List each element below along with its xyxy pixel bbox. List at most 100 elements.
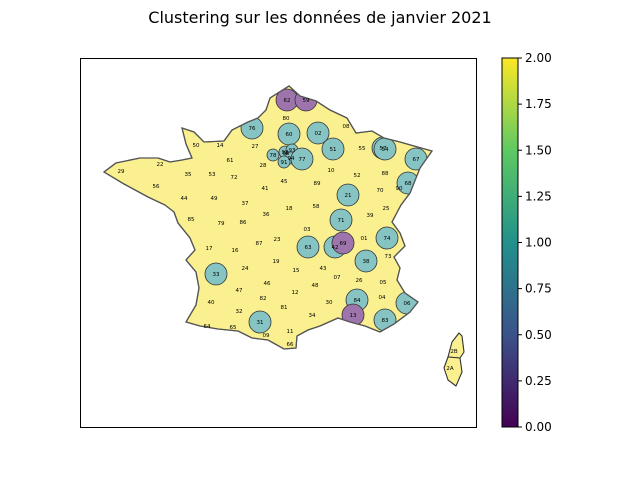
department-label-67: 67 xyxy=(413,157,420,163)
department-label-09: 09 xyxy=(263,333,270,339)
department-label-11: 11 xyxy=(287,329,294,335)
department-33 xyxy=(204,262,228,286)
department-label-57: 57 xyxy=(380,146,387,152)
colorbar-tick-label: 2.00 xyxy=(525,51,552,65)
department-label-45: 45 xyxy=(281,179,288,185)
department-label-94: 94 xyxy=(288,156,295,162)
colorbar-tick-label: 0.25 xyxy=(525,374,552,388)
department-label-21: 21 xyxy=(345,193,352,199)
department-label-39: 39 xyxy=(367,213,374,219)
department-label-65: 65 xyxy=(230,325,237,331)
department-label-78: 78 xyxy=(270,153,277,159)
chart-title: Clustering sur les données de janvier 20… xyxy=(148,8,492,27)
department-label-12: 12 xyxy=(292,290,299,296)
department-label-41: 41 xyxy=(262,186,269,192)
department-label-44: 44 xyxy=(181,196,188,202)
department-label-13: 13 xyxy=(350,313,357,319)
department-label-48: 48 xyxy=(312,283,319,289)
department-label-30: 30 xyxy=(326,300,333,306)
department-label-53: 53 xyxy=(209,172,216,178)
colorbar-tick-label: 1.50 xyxy=(525,143,552,157)
colorbar-tick-label: 0.50 xyxy=(525,328,552,342)
department-label-02: 02 xyxy=(315,131,322,137)
colorbar: 0.00 0.25 0.50 0.75 1.00 1.25 1.50 1.75 2.00 xyxy=(501,51,552,434)
department-label-26: 26 xyxy=(356,278,363,284)
department-label-29: 29 xyxy=(118,169,125,175)
department-label-95: 95 xyxy=(283,151,290,157)
department-label-04: 04 xyxy=(379,295,386,301)
department-label-24: 24 xyxy=(242,266,249,272)
department-label-90: 90 xyxy=(396,186,403,192)
department-label-62: 62 xyxy=(284,98,291,104)
department-label-71: 71 xyxy=(338,218,345,224)
department-label-76: 76 xyxy=(249,126,256,132)
department-label-73: 73 xyxy=(385,254,392,260)
colorbar-tick-label: 1.00 xyxy=(525,236,552,250)
department-label-17: 17 xyxy=(206,246,213,252)
department-label-81: 81 xyxy=(281,305,288,311)
department-label-15: 15 xyxy=(293,268,300,274)
department-label-85: 85 xyxy=(188,217,195,223)
department-label-54: 54 xyxy=(382,147,389,153)
department-label-60: 60 xyxy=(286,132,293,138)
department-78 xyxy=(266,148,280,162)
department-label-06: 06 xyxy=(404,301,411,307)
department-label-37: 37 xyxy=(242,201,249,207)
department-label-43: 43 xyxy=(320,266,327,272)
department-38 xyxy=(354,249,378,273)
department-label-83: 83 xyxy=(382,318,389,324)
department-label-14: 14 xyxy=(217,143,224,149)
mainland-border xyxy=(102,85,434,350)
department-label-2B: 2B xyxy=(450,349,457,355)
department-label-32: 32 xyxy=(236,309,243,315)
department-2A xyxy=(443,356,463,387)
department-label-38: 38 xyxy=(363,259,370,265)
department-label-82: 82 xyxy=(260,296,267,302)
colorbar-tick-label: 1.25 xyxy=(525,189,552,203)
department-74 xyxy=(375,226,399,250)
department-label-74: 74 xyxy=(384,236,391,242)
department-label-33: 33 xyxy=(213,272,220,278)
department-label-23: 23 xyxy=(274,237,281,243)
department-label-58: 58 xyxy=(313,204,320,210)
department-label-22: 22 xyxy=(157,162,164,168)
department-label-25: 25 xyxy=(383,206,390,212)
department-label-56: 56 xyxy=(153,184,160,190)
department-label-05: 05 xyxy=(380,280,387,286)
department-label-72: 72 xyxy=(231,175,238,181)
map-frame xyxy=(80,58,477,428)
department-label-10: 10 xyxy=(328,168,335,174)
department-label-63: 63 xyxy=(305,245,312,251)
department-label-16: 16 xyxy=(232,248,239,254)
department-label-69: 69 xyxy=(340,241,347,247)
department-label-31: 31 xyxy=(257,320,264,326)
department-label-68: 68 xyxy=(405,181,412,187)
department-label-01: 01 xyxy=(361,236,368,242)
department-label-86: 86 xyxy=(240,220,247,226)
department-label-64: 64 xyxy=(204,324,211,330)
department-21 xyxy=(336,183,360,207)
colorbar-tick-label: 0.75 xyxy=(525,282,552,296)
colorbar-tick-label: 0.00 xyxy=(525,420,552,434)
department-regions xyxy=(204,88,428,334)
department-label-92: 92 xyxy=(282,150,289,156)
department-91 xyxy=(277,155,291,169)
department-77 xyxy=(290,147,314,171)
department-label-27: 27 xyxy=(252,144,259,150)
department-label-79: 79 xyxy=(218,221,225,227)
department-label-34: 34 xyxy=(309,313,316,319)
department-label-88: 88 xyxy=(382,171,389,177)
department-label-19: 19 xyxy=(273,259,280,265)
department-label-47: 47 xyxy=(236,288,243,294)
department-label-46: 46 xyxy=(264,281,271,287)
department-label-03: 03 xyxy=(304,227,311,233)
department-label-50: 50 xyxy=(193,143,200,149)
department-label-70: 70 xyxy=(377,188,384,194)
department-label-80: 80 xyxy=(283,116,290,122)
department-label-59: 59 xyxy=(303,98,310,104)
department-69 xyxy=(331,231,355,255)
department-label-28: 28 xyxy=(260,163,267,169)
department-label-2A: 2A xyxy=(446,366,453,372)
